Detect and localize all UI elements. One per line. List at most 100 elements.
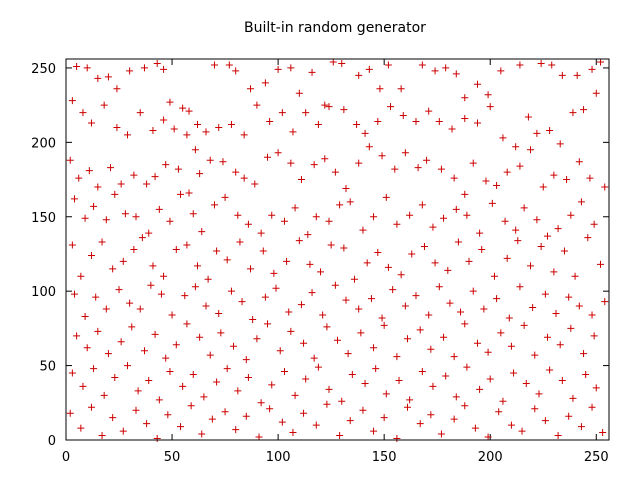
data-point [149, 126, 157, 134]
data-point [200, 393, 208, 401]
data-point [560, 247, 568, 255]
data-point [166, 98, 174, 106]
data-point [361, 379, 369, 387]
data-point [520, 204, 528, 212]
data-point [429, 223, 437, 231]
data-point [416, 420, 424, 428]
data-point [418, 368, 426, 376]
data-point [308, 68, 316, 76]
data-point [166, 368, 174, 376]
data-point [469, 287, 477, 295]
data-point [440, 333, 448, 341]
data-point [370, 344, 378, 352]
data-point [567, 211, 575, 219]
data-point [215, 309, 223, 317]
data-point [359, 226, 367, 234]
data-point [223, 256, 231, 264]
data-point [512, 226, 520, 234]
data-point [577, 198, 585, 206]
data-point [83, 64, 91, 72]
data-point [427, 411, 435, 419]
data-point [274, 65, 282, 73]
data-point [77, 272, 85, 280]
data-point [597, 58, 605, 66]
data-point [599, 429, 607, 437]
data-point [355, 71, 363, 79]
data-point [382, 193, 390, 201]
data-point [518, 427, 526, 435]
data-point [569, 394, 577, 402]
data-point [437, 165, 445, 173]
data-point [128, 323, 136, 331]
data-point [444, 266, 452, 274]
data-point [213, 247, 221, 255]
data-point [98, 432, 106, 440]
data-point [510, 369, 518, 377]
data-point [507, 421, 515, 429]
data-point [429, 382, 437, 390]
data-point [306, 260, 314, 268]
data-point [79, 109, 87, 117]
data-point [295, 237, 303, 245]
data-point [463, 211, 471, 219]
data-point [497, 67, 505, 75]
data-point [285, 308, 293, 316]
data-point [342, 296, 350, 304]
data-point [416, 326, 424, 334]
data-point [484, 348, 492, 356]
data-point [516, 61, 524, 69]
data-point [183, 320, 191, 328]
data-point [372, 365, 380, 373]
data-point [194, 120, 202, 128]
data-point [346, 198, 354, 206]
data-point [225, 61, 233, 69]
data-point [321, 155, 329, 163]
data-point [191, 283, 199, 291]
data-point [104, 73, 112, 81]
data-point [213, 378, 221, 386]
data-point [584, 234, 592, 242]
data-point [465, 257, 473, 265]
data-point [312, 421, 320, 429]
data-point [431, 67, 439, 75]
data-point [134, 387, 142, 395]
data-point [344, 350, 352, 358]
data-point [87, 403, 95, 411]
data-point [272, 284, 280, 292]
data-point [418, 61, 426, 69]
data-point [406, 396, 414, 404]
data-point [567, 324, 575, 332]
data-point [183, 131, 191, 139]
data-point [399, 112, 407, 120]
data-point [580, 106, 588, 114]
data-point [77, 424, 85, 432]
data-point [529, 304, 537, 312]
data-point [138, 234, 146, 242]
data-point [412, 292, 420, 300]
data-point [310, 354, 318, 362]
data-point [291, 391, 299, 399]
data-point [516, 283, 524, 291]
x-tick-label: 250 [584, 450, 609, 465]
data-point [486, 375, 494, 383]
data-point [387, 103, 395, 111]
data-point [81, 214, 89, 222]
data-point [516, 162, 524, 170]
data-point [162, 161, 170, 169]
data-point [102, 216, 110, 224]
data-point [204, 275, 212, 283]
data-point [537, 59, 545, 67]
data-point [107, 164, 115, 172]
data-point [484, 433, 492, 441]
data-point [264, 320, 272, 328]
data-point [471, 424, 479, 432]
data-point [100, 391, 108, 399]
data-point [172, 341, 180, 349]
data-point [236, 238, 244, 246]
data-point [227, 120, 235, 128]
data-point [257, 229, 265, 237]
data-point [565, 412, 573, 420]
data-point [66, 409, 74, 417]
data-point [580, 350, 588, 358]
data-point [440, 214, 448, 222]
